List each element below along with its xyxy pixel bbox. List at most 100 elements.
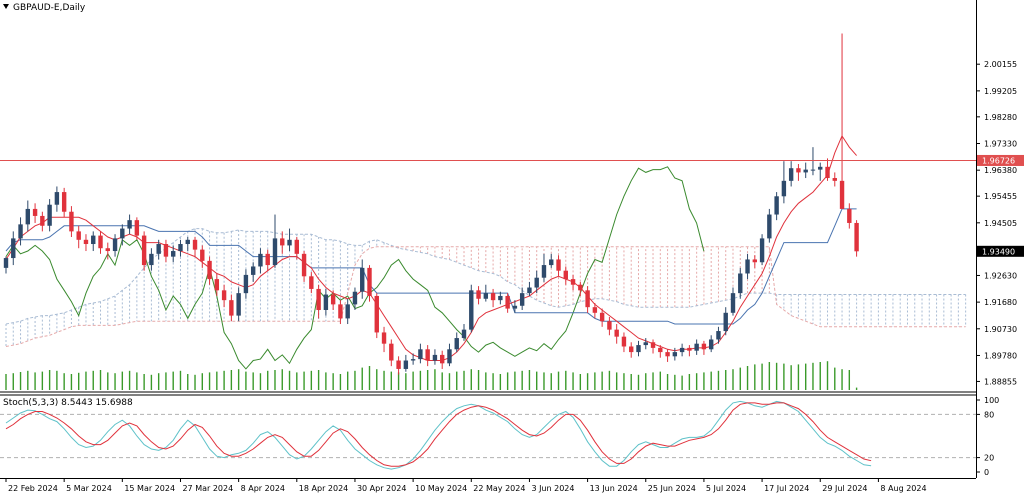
candle-65[interactable] <box>476 286 481 305</box>
candle-48[interactable] <box>352 287 358 310</box>
time-axis[interactable]: 22 Feb 2024 5 Mar 2024 15 Mar 2024 27 Mar 2… <box>5 478 927 493</box>
candle-96[interactable] <box>701 340 707 355</box>
candle-111[interactable] <box>810 147 816 176</box>
candle-8[interactable] <box>61 187 67 218</box>
price-axis[interactable]: 2.00155 1.99205 1.98280 1.97330 1.96380 1.954… <box>976 60 1024 386</box>
candle-104[interactable] <box>759 234 765 266</box>
candle-85[interactable] <box>621 332 627 353</box>
candle-4[interactable] <box>32 203 38 223</box>
candle-75[interactable] <box>549 253 554 268</box>
candle-86[interactable] <box>629 342 634 358</box>
candle-7[interactable] <box>54 186 60 212</box>
candle-117[interactable] <box>854 220 859 257</box>
candle-70[interactable] <box>512 300 518 313</box>
candle-71[interactable] <box>519 287 525 310</box>
candle-99[interactable] <box>723 307 728 336</box>
candle-35[interactable] <box>258 248 263 274</box>
candle-106[interactable] <box>774 192 779 221</box>
candle-83[interactable] <box>607 317 612 336</box>
candle-13[interactable] <box>98 231 103 254</box>
candle-58[interactable] <box>425 345 430 367</box>
candle-112[interactable] <box>818 162 823 181</box>
candle-60[interactable] <box>440 350 445 369</box>
candle-22[interactable] <box>163 239 169 263</box>
candle-44[interactable] <box>323 288 329 316</box>
candle-12[interactable] <box>91 231 96 252</box>
candle-114[interactable] <box>832 172 837 187</box>
candle-30[interactable] <box>221 284 227 308</box>
candle-42[interactable] <box>309 272 314 294</box>
candle-97[interactable] <box>708 335 714 353</box>
candle-40[interactable] <box>294 236 299 260</box>
candle-28[interactable] <box>207 256 212 285</box>
candle-84[interactable] <box>614 324 619 344</box>
candle-29[interactable] <box>214 273 220 296</box>
candle-32[interactable] <box>236 287 241 322</box>
candle-19[interactable] <box>141 231 147 271</box>
stochastic-pane[interactable] <box>0 400 976 470</box>
candle-64[interactable] <box>469 284 474 333</box>
candle-100[interactable] <box>730 287 736 316</box>
candle-101[interactable] <box>738 267 743 299</box>
candle-93[interactable] <box>679 343 685 357</box>
candle-17[interactable] <box>127 214 132 235</box>
candle-63[interactable] <box>461 324 467 341</box>
candle-50[interactable] <box>367 265 372 302</box>
candle-79[interactable] <box>578 281 583 296</box>
candle-57[interactable] <box>418 343 423 364</box>
candle-110[interactable] <box>803 162 808 179</box>
candle-69[interactable] <box>505 293 510 313</box>
candle-94[interactable] <box>687 345 692 357</box>
candle-80[interactable] <box>585 286 590 313</box>
candle-36[interactable] <box>265 249 270 271</box>
candle-6[interactable] <box>47 199 52 232</box>
candle-43[interactable] <box>316 284 321 319</box>
candle-62[interactable] <box>454 332 459 353</box>
candle-9[interactable] <box>69 206 74 237</box>
candle-23[interactable] <box>171 245 176 263</box>
candle-102[interactable] <box>745 253 750 280</box>
candle-2[interactable] <box>18 217 23 246</box>
candle-108[interactable] <box>788 161 794 187</box>
candle-90[interactable] <box>658 345 663 358</box>
candle-25[interactable] <box>185 236 190 252</box>
candle-3[interactable] <box>25 200 31 232</box>
candle-24[interactable] <box>178 239 183 257</box>
candle-105[interactable] <box>767 208 772 243</box>
candle-109[interactable] <box>796 164 801 181</box>
candle-72[interactable] <box>527 281 532 296</box>
candle-107[interactable] <box>781 161 787 204</box>
candle-91[interactable] <box>665 349 670 362</box>
candle-87[interactable] <box>636 340 641 357</box>
candle-14[interactable] <box>105 242 110 260</box>
candle-20[interactable] <box>149 248 154 271</box>
candle-82[interactable] <box>599 308 605 327</box>
candle-89[interactable] <box>650 339 656 354</box>
candle-92[interactable] <box>672 347 678 361</box>
candle-81[interactable] <box>592 302 598 319</box>
candle-95[interactable] <box>694 339 699 355</box>
candle-59[interactable] <box>432 349 438 365</box>
candle-47[interactable] <box>345 298 350 325</box>
candle-113[interactable] <box>825 158 830 181</box>
dropdown-triangle-icon[interactable] <box>3 4 9 9</box>
candle-55[interactable] <box>403 354 409 372</box>
candle-46[interactable] <box>338 300 343 325</box>
candle-0[interactable] <box>3 256 9 274</box>
candle-115[interactable] <box>839 33 845 209</box>
candlesticks[interactable] <box>3 33 859 375</box>
candle-51[interactable] <box>374 293 379 339</box>
candle-37[interactable] <box>272 214 278 268</box>
candle-1[interactable] <box>11 231 16 266</box>
candle-39[interactable] <box>287 228 292 252</box>
candle-18[interactable] <box>134 217 140 240</box>
candle-61[interactable] <box>447 343 452 367</box>
candle-11[interactable] <box>83 234 89 252</box>
candle-98[interactable] <box>716 326 721 344</box>
candle-116[interactable] <box>847 203 852 229</box>
candle-33[interactable] <box>243 269 249 299</box>
candle-26[interactable] <box>192 236 198 257</box>
candle-31[interactable] <box>229 294 234 322</box>
candle-67[interactable] <box>490 288 496 308</box>
